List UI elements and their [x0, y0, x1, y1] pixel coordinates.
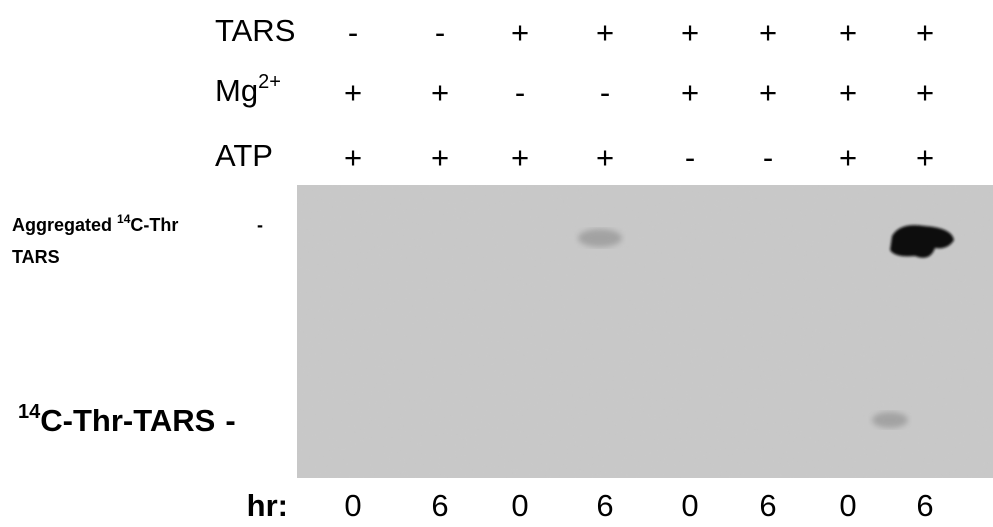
sign: -	[515, 75, 525, 110]
time-label: hr:	[247, 488, 288, 523]
superscript: 2+	[258, 71, 281, 93]
band-label: 14C-Thr-TARS-	[18, 401, 236, 438]
gel-grain	[297, 185, 993, 478]
sign: -	[348, 15, 358, 50]
sign: -	[685, 140, 695, 175]
label-text: Aggregated	[12, 215, 117, 235]
sign: -	[763, 140, 773, 175]
figure: TARS - - + + + + + + Mg2+ + + - - + + + + ATP + + + + - - + + Aggre…	[0, 0, 993, 527]
time-value: 0	[839, 488, 856, 523]
time-value: 6	[596, 488, 613, 523]
sign: +	[344, 75, 362, 110]
faint-band	[578, 229, 622, 247]
sign: +	[681, 15, 699, 50]
sign: +	[759, 75, 777, 110]
time-value: 0	[681, 488, 698, 523]
sign: +	[511, 15, 529, 50]
sign: -	[435, 15, 445, 50]
sign: -	[600, 75, 610, 110]
sign: +	[431, 140, 449, 175]
time-value: 0	[511, 488, 528, 523]
label-text: C-Thr	[130, 215, 178, 235]
faint-band	[872, 412, 908, 428]
label-text: Mg	[215, 73, 258, 108]
sign: +	[839, 75, 857, 110]
time-value: 6	[916, 488, 933, 523]
superscript: 14	[117, 212, 131, 226]
sign: +	[681, 75, 699, 110]
condition-label: Mg2+	[215, 71, 281, 108]
sign: +	[916, 75, 934, 110]
superscript: 14	[18, 401, 41, 423]
label-text: ATP	[215, 138, 273, 173]
sign: +	[916, 140, 934, 175]
time-value: 0	[344, 488, 361, 523]
band-label: Aggregated 14C-Thr	[12, 212, 178, 235]
gel	[297, 185, 993, 478]
label-text: TARS	[215, 13, 295, 48]
time-value: 6	[759, 488, 776, 523]
condition-label: ATP	[215, 138, 273, 173]
label-text: C-Thr-TARS	[40, 403, 215, 438]
band-label-line2: TARS	[12, 247, 60, 267]
sign: +	[596, 140, 614, 175]
band-marker: -	[225, 403, 235, 438]
sign: +	[344, 140, 362, 175]
sign: +	[759, 15, 777, 50]
time-value: 6	[431, 488, 448, 523]
sign: +	[511, 140, 529, 175]
sign: +	[839, 15, 857, 50]
condition-label: TARS	[215, 13, 295, 48]
page: {"conditions": [ {"label": {"base": "TAR…	[0, 0, 993, 527]
sign: +	[916, 15, 934, 50]
band-marker: -	[257, 215, 263, 235]
sign: +	[596, 15, 614, 50]
sign: +	[431, 75, 449, 110]
sign: +	[839, 140, 857, 175]
